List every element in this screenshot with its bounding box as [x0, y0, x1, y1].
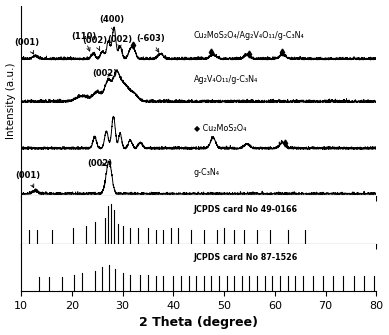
- Text: ◆ Cu₂MoS₂O₄: ◆ Cu₂MoS₂O₄: [194, 124, 246, 132]
- Text: g-C₃N₄: g-C₃N₄: [194, 168, 220, 177]
- Text: JCPDS card No 49-0166: JCPDS card No 49-0166: [194, 205, 298, 214]
- Text: (110): (110): [71, 31, 96, 51]
- X-axis label: 2 Theta (degree): 2 Theta (degree): [139, 317, 258, 329]
- Text: Cu₂MoS₂O₄/Ag₂V₄O₁₁/g-C₃N₄: Cu₂MoS₂O₄/Ag₂V₄O₁₁/g-C₃N₄: [194, 31, 305, 40]
- Text: (002): (002): [82, 36, 107, 50]
- Text: (001): (001): [15, 171, 40, 188]
- Text: (-603): (-603): [136, 34, 165, 52]
- Text: Ag₂V₄O₁₁/g-C₃N₄: Ag₂V₄O₁₁/g-C₃N₄: [194, 75, 258, 84]
- Text: (002): (002): [92, 69, 117, 78]
- Text: (002): (002): [87, 159, 112, 168]
- Text: (002): (002): [107, 35, 133, 48]
- Y-axis label: Intensity (a.u.): Intensity (a.u.): [5, 63, 16, 139]
- Text: JCPDS card No 87-1526: JCPDS card No 87-1526: [194, 253, 298, 262]
- Text: (400): (400): [99, 15, 124, 31]
- Text: (001): (001): [15, 38, 40, 54]
